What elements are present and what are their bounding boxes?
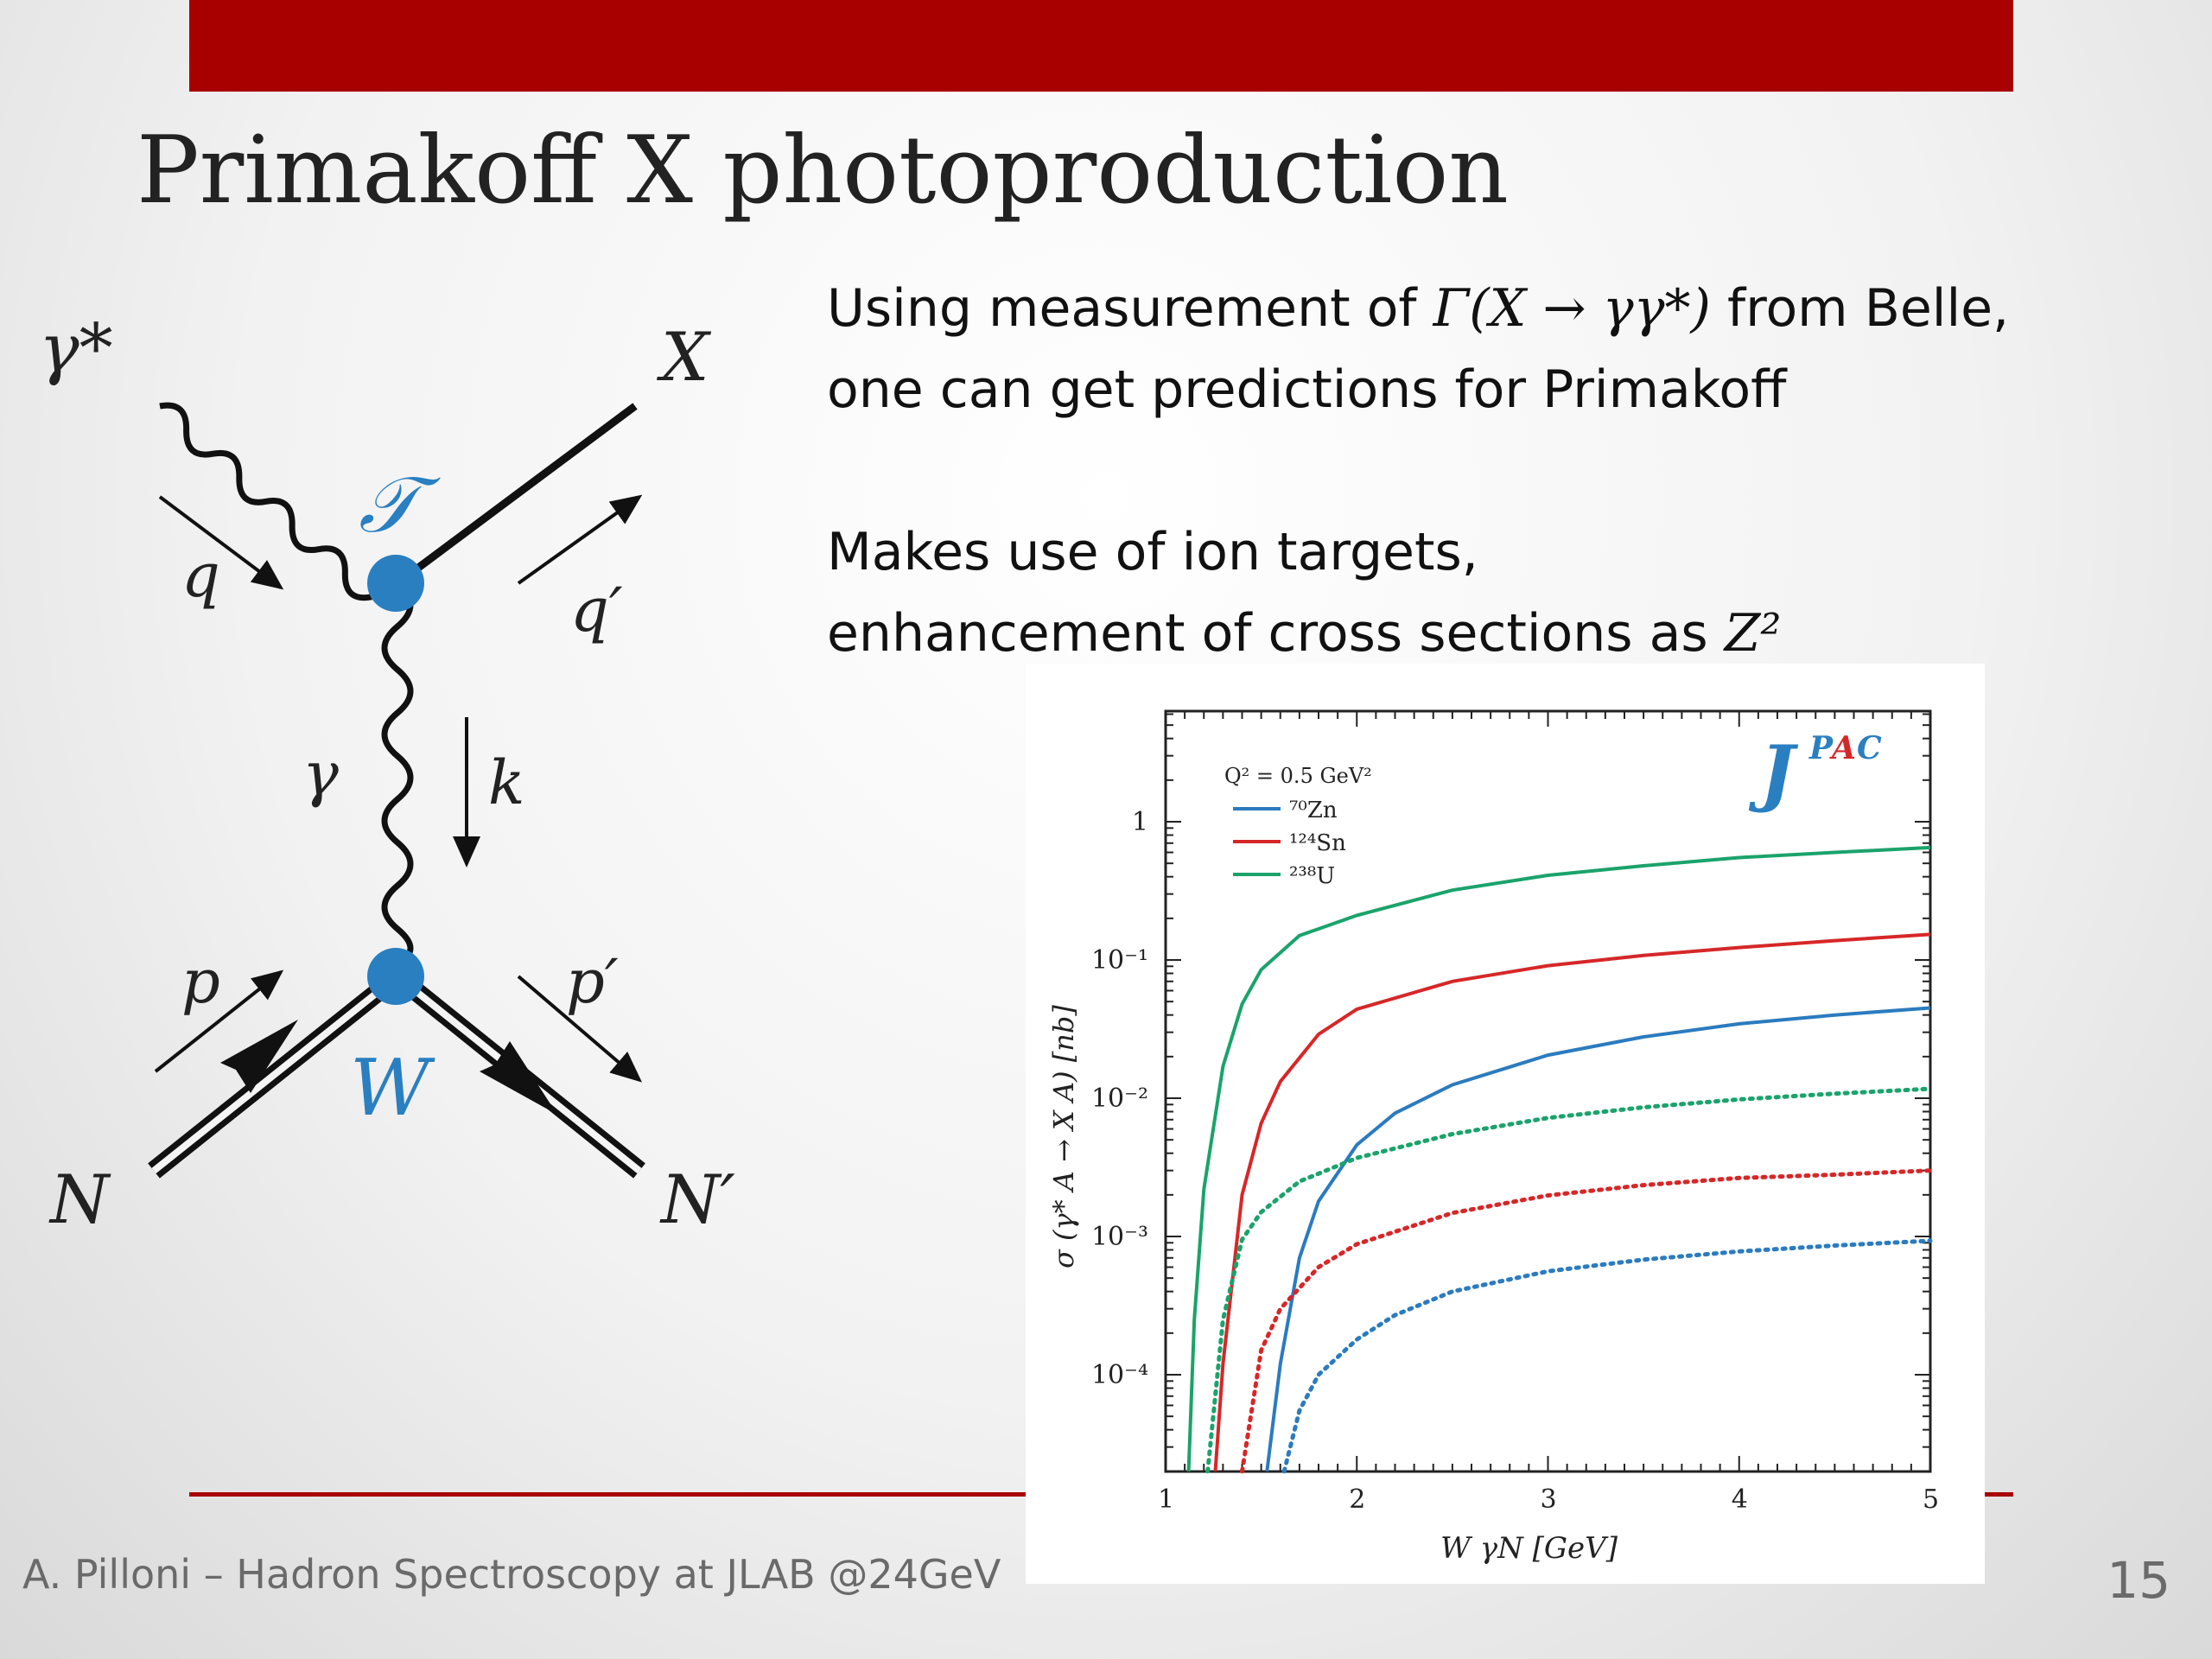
jpac-logo: J P A C xyxy=(1748,729,1882,815)
svg-text:C: C xyxy=(1857,730,1882,766)
legend-label: ²³⁸U xyxy=(1289,863,1335,889)
paragraph-line: Makes use of ion targets, xyxy=(827,522,1478,582)
series-line-solid xyxy=(1265,1006,1931,1472)
label-p: p xyxy=(181,946,220,1017)
nucleon-lines xyxy=(148,969,645,1179)
label-gamma: γ xyxy=(302,739,339,810)
page-number: 15 xyxy=(2107,1551,2171,1610)
paragraph-ion-targets: Makes use of ion targets, enhancement of… xyxy=(827,512,1781,674)
label-k: k xyxy=(488,747,524,818)
paragraph-line: Using measurement of Γ(X → γγ*) from Bel… xyxy=(827,278,2010,339)
legend-title: Q² = 0.5 GeV² xyxy=(1224,764,1372,788)
legend-label: ⁷⁰Zn xyxy=(1289,798,1338,823)
exchanged-photon-line xyxy=(381,581,414,967)
series-line-solid xyxy=(1213,932,1931,1471)
paragraph-line: enhancement of cross sections as Z² xyxy=(827,603,1782,664)
header-accent-bar xyxy=(189,0,2013,92)
series-line-dotted xyxy=(1240,1168,1933,1474)
label-n: N xyxy=(48,1161,111,1239)
legend-label: ¹²⁴Sn xyxy=(1289,830,1346,856)
vertex-bottom xyxy=(367,948,424,1005)
x-axis-label: W γN [GeV] xyxy=(1440,1531,1618,1566)
series-line-dotted xyxy=(1281,1238,1933,1474)
x-tick-label: 3 xyxy=(1541,1484,1557,1515)
label-q: q xyxy=(181,540,220,611)
series-line-dotted xyxy=(1205,1086,1933,1474)
arrow-q-prime xyxy=(517,494,643,585)
label-p-prime: p′ xyxy=(566,946,619,1017)
x-tick-label: 2 xyxy=(1349,1484,1365,1515)
y-tick-label: 10⁻¹ xyxy=(1091,945,1148,976)
y-axis-label: σ (γ* A → X A) [nb] xyxy=(1047,1005,1080,1268)
label-x: X xyxy=(656,319,712,397)
y-tick-label: 10⁻² xyxy=(1091,1084,1148,1114)
label-q-prime: q′ xyxy=(570,575,623,645)
paragraph-line: one can get predictions for Primakoff xyxy=(827,359,1787,420)
svg-text:A: A xyxy=(1829,730,1856,766)
footer-text: A. Pilloni – Hadron Spectroscopy at JLAB… xyxy=(22,1551,1001,1598)
x-tick-label: 1 xyxy=(1158,1484,1174,1515)
chart-svg: 1 2 3 4 5 1 10⁻¹ 10⁻² 10⁻³ 10⁻⁴ W γN [GeV] σ (γ*… xyxy=(1047,709,1939,1566)
vertex-top xyxy=(367,555,424,612)
y-tick-label: 1 xyxy=(1132,807,1148,837)
label-w: W xyxy=(350,1043,435,1134)
label-t: 𝒯 xyxy=(359,460,441,550)
arrow-q xyxy=(158,495,284,590)
incoming-photon-line xyxy=(159,402,372,601)
arrow-p xyxy=(154,969,284,1073)
outgoing-x-line xyxy=(395,403,638,587)
series-line-solid xyxy=(1186,845,1931,1471)
cross-section-chart: 1 2 3 4 5 1 10⁻¹ 10⁻² 10⁻³ 10⁻⁴ W γN [GeV] σ (γ*… xyxy=(1026,664,1985,1584)
svg-text:J: J xyxy=(1748,729,1799,815)
x-tick-label: 4 xyxy=(1732,1484,1748,1515)
paragraph-belle: Using measurement of Γ(X → γγ*) from Bel… xyxy=(827,268,2009,430)
svg-text:P: P xyxy=(1808,730,1834,766)
arrow-p-prime xyxy=(517,975,643,1083)
y-tick-label: 10⁻³ xyxy=(1091,1222,1148,1252)
label-gamma-star: γ* xyxy=(39,310,113,388)
slide-title: Primakoff X photoproduction xyxy=(137,117,1509,225)
label-n-prime: N′ xyxy=(659,1161,735,1239)
y-tick-label: 10⁻⁴ xyxy=(1091,1360,1148,1390)
feynman-diagram: γ* X q q′ 𝒯 γ k p p′ W N N′ xyxy=(39,310,735,1239)
x-tick-label: 5 xyxy=(1923,1484,1939,1515)
